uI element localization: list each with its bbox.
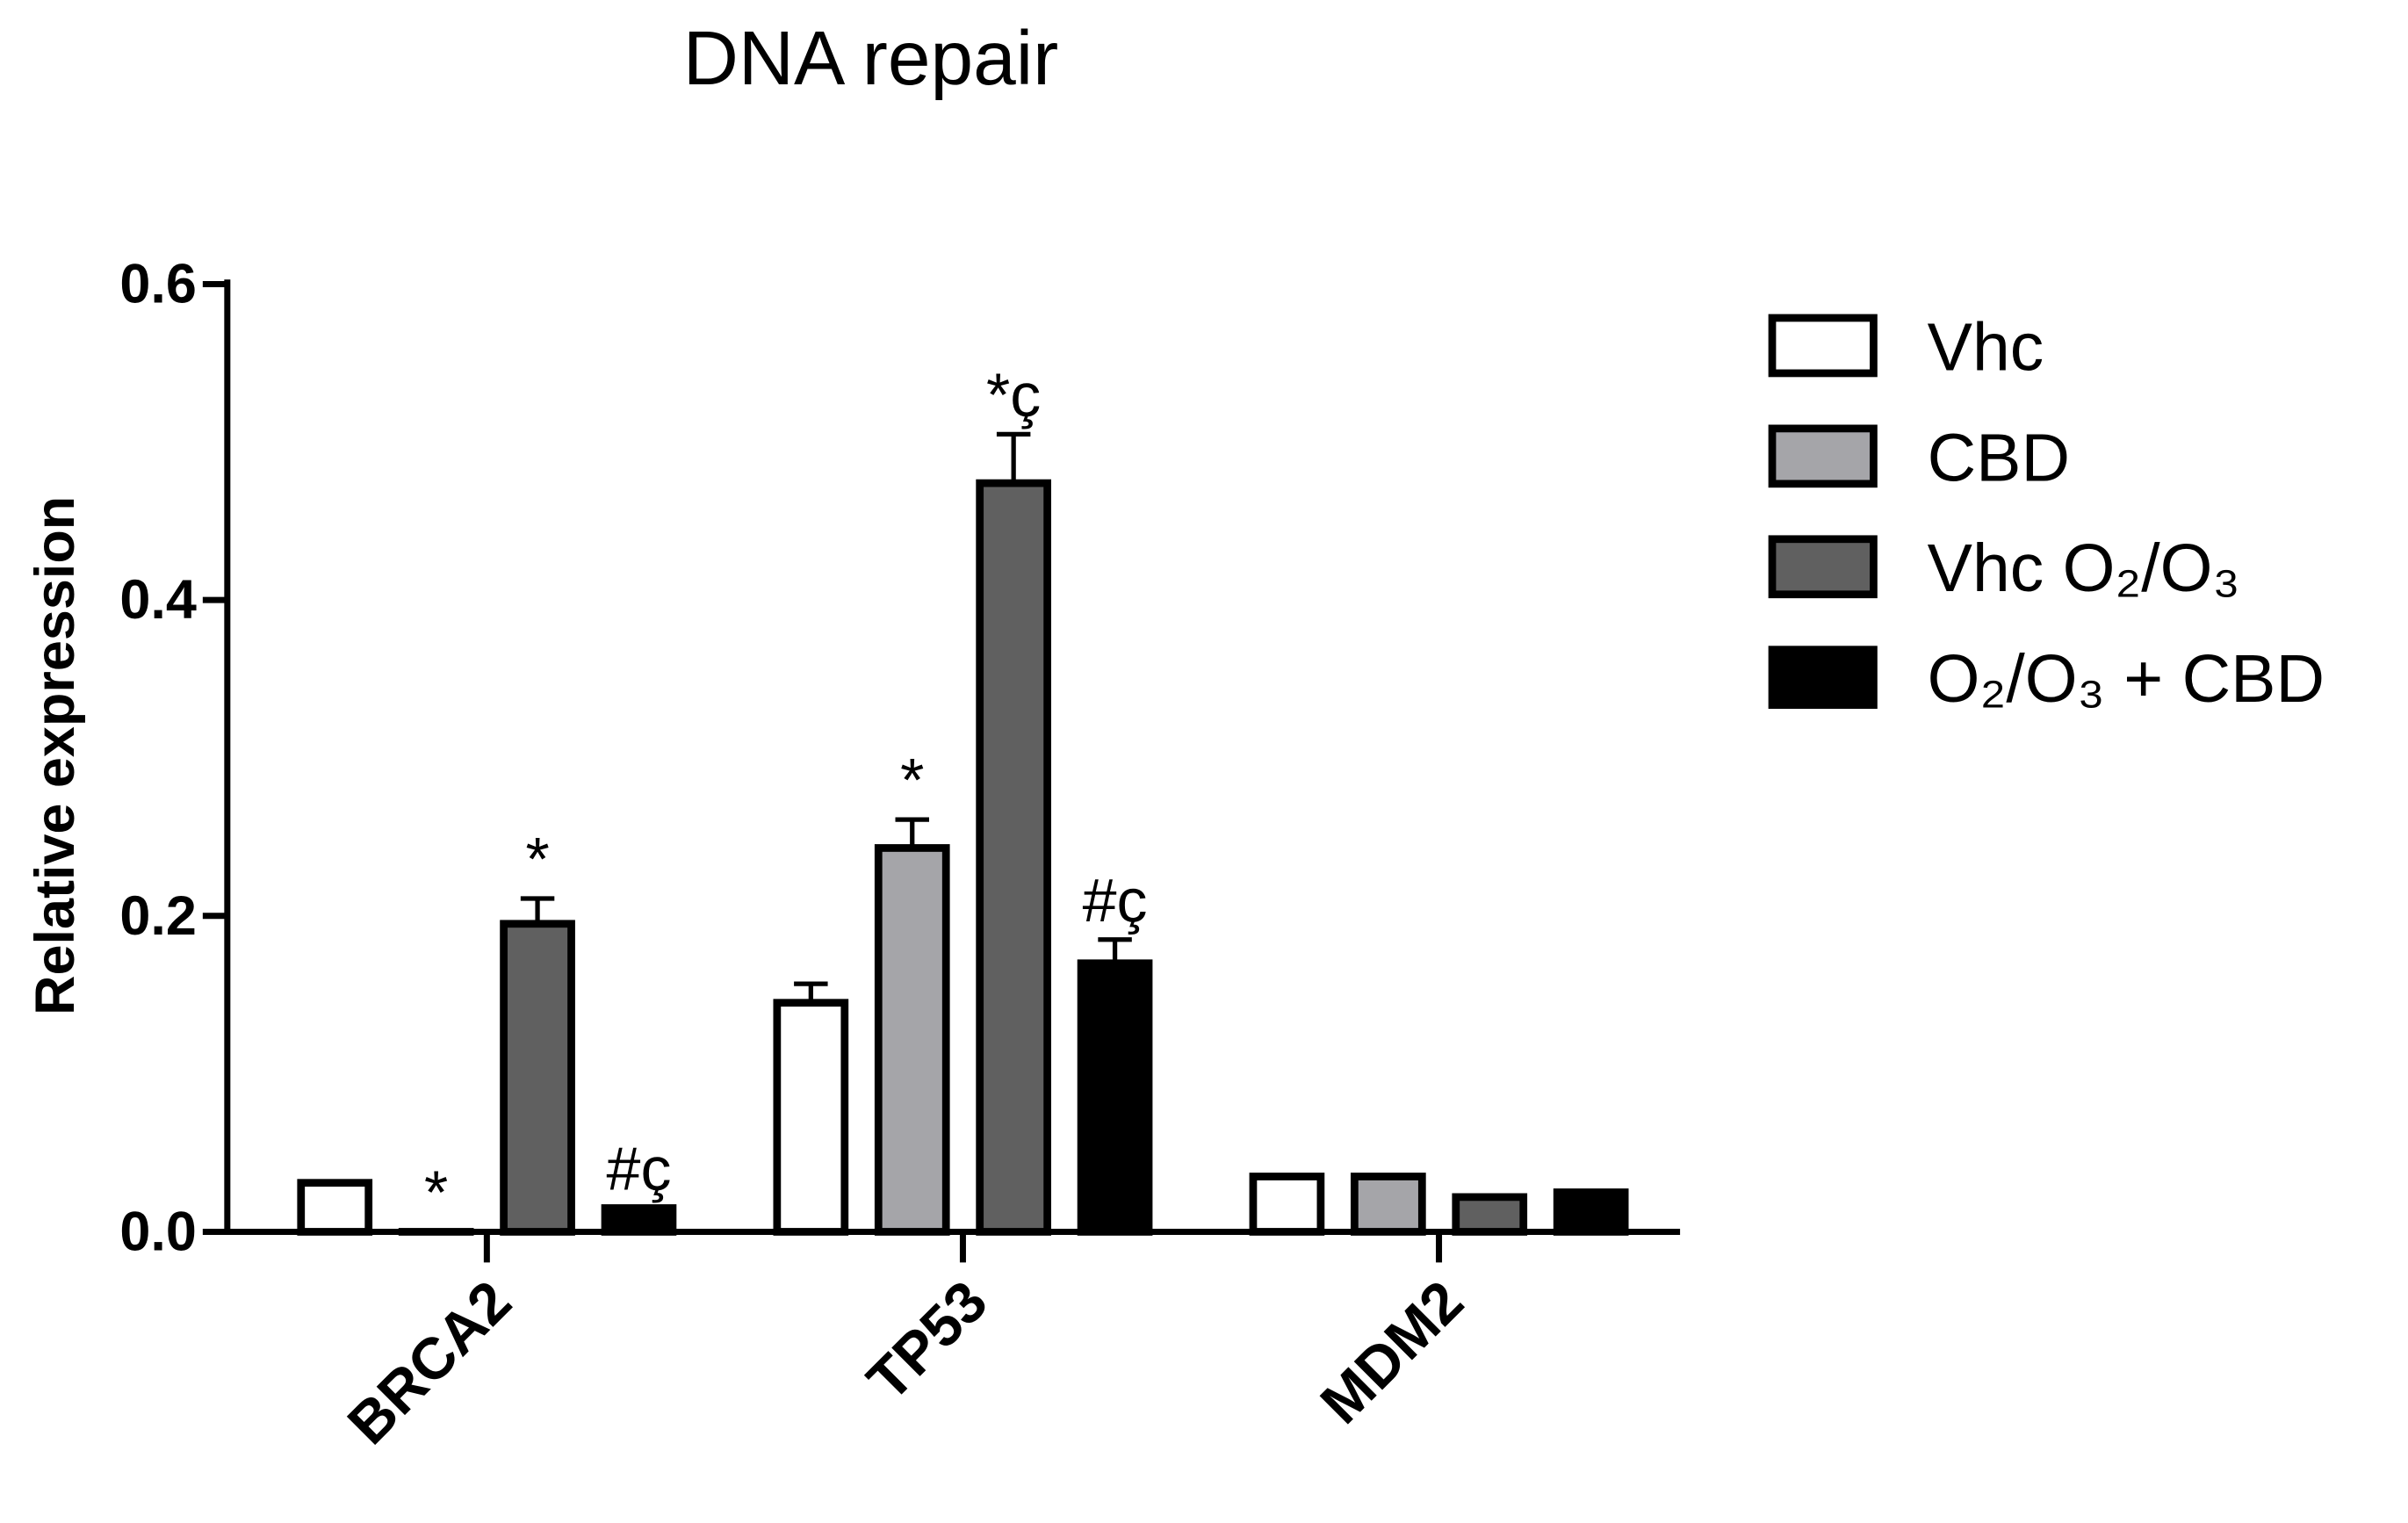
- error-bar: [996, 431, 1031, 484]
- legend-label: CBD: [1928, 420, 2070, 495]
- legend-label: O₂/O₃ + CBD: [1928, 641, 2325, 717]
- bar: [1452, 1193, 1528, 1236]
- bar: [1553, 1188, 1629, 1236]
- legend-swatch: [1768, 424, 1878, 488]
- y-tick-label: 0.6: [119, 253, 197, 314]
- legend-label: Vhc: [1928, 309, 2044, 385]
- x-tick-label: TP53: [855, 1269, 1000, 1414]
- significance-label: *: [525, 825, 549, 893]
- significance-label: *ç: [986, 360, 1041, 429]
- bar: [297, 1179, 373, 1236]
- x-tick-label: BRCA2: [335, 1269, 523, 1457]
- significance-label: *: [900, 746, 924, 814]
- bar: [500, 920, 575, 1236]
- significance-label: *: [424, 1158, 448, 1226]
- bar: [1249, 1173, 1325, 1236]
- bar: [874, 844, 950, 1236]
- bar: [1350, 1173, 1426, 1236]
- chart-title: DNA repair: [683, 15, 1059, 101]
- error-bar: [1098, 937, 1132, 964]
- x-tick-label: MDM2: [1309, 1269, 1476, 1437]
- y-tick-label: 0.4: [119, 569, 197, 631]
- bar: [976, 479, 1052, 1236]
- error-bar: [520, 896, 555, 924]
- y-tick-label: 0.0: [119, 1201, 197, 1262]
- legend-swatch: [1768, 314, 1878, 378]
- legend-swatch: [1768, 535, 1878, 599]
- y-tick-label: 0.2: [119, 885, 197, 947]
- legend-label: Vhc O₂/O₃: [1928, 531, 2240, 606]
- bar: [601, 1204, 677, 1236]
- bar: [773, 999, 849, 1236]
- error-bar: [895, 817, 929, 848]
- significance-label: #ç: [607, 1134, 672, 1202]
- error-bar: [794, 981, 828, 1003]
- bar: [1077, 959, 1153, 1236]
- y-axis-label: Relative expression: [25, 496, 86, 1015]
- legend-swatch: [1768, 646, 1878, 710]
- significance-label: #ç: [1083, 866, 1148, 935]
